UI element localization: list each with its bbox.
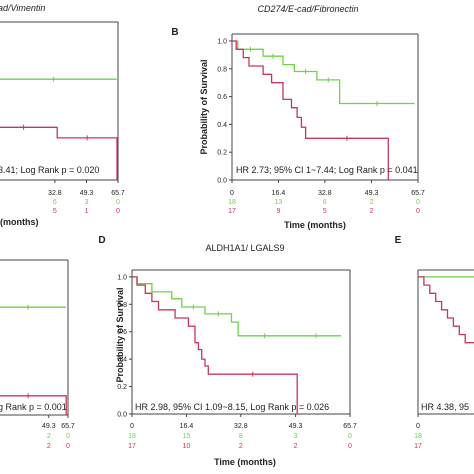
panel-title: ALDH1A1/ LGALS9 [205, 243, 284, 253]
x-tick-label: 49.3 [80, 190, 94, 197]
risk-count: 17 [128, 443, 136, 450]
survival-curve-red [132, 276, 298, 414]
survival-curve-red [418, 276, 474, 344]
risk-count: 2 [294, 443, 298, 450]
km-panel-e: 0 18 17 E HR 4.38, 95 [395, 235, 474, 450]
y-tick-label: 1.0 [117, 274, 127, 281]
x-tick-label: 65.7 [111, 190, 125, 197]
x-tick-label: 32.8 [318, 190, 332, 197]
risk-count: 17 [228, 208, 236, 215]
panel-letter: D [98, 235, 105, 246]
risk-count: 1 [85, 208, 89, 215]
panel-title: CD274/E-cad/Fibronectin [257, 4, 358, 14]
x-tick-label: 49.3 [289, 423, 303, 430]
survival-curve-red [0, 126, 118, 180]
survival-curve-red [232, 40, 389, 180]
km-panel-c: 49.3 65.7 2 0 2 0 g Rank p = 0.001 [0, 259, 75, 450]
risk-count: 2 [370, 208, 374, 215]
y-tick-label: 1.0 [217, 38, 227, 45]
risk-count: 3 [85, 199, 89, 206]
risk-count: 13 [275, 199, 283, 206]
risk-count: 5 [323, 208, 327, 215]
risk-count: 6 [53, 199, 57, 206]
risk-count: 2 [47, 433, 51, 440]
x-axis-label: Time (months) [214, 457, 276, 467]
km-panel-b: 0.0 0.2 0.4 0.6 0.8 1.0 0 16.4 32.8 49.3 65.7 18 13 6… [171, 4, 425, 230]
y-tick-label: 0.4 [117, 357, 127, 364]
x-tick-label: 65.7 [343, 423, 357, 430]
y-tick-label: 0.8 [117, 302, 127, 309]
risk-count: 2 [47, 443, 51, 450]
risk-count: 0 [348, 443, 352, 450]
x-tick-label: 65.7 [411, 190, 425, 197]
y-axis-label: Probability of Survival [115, 287, 125, 382]
hr-annotation: HR 2.98, 95% CI 1.09~8.15, Log Rank p = … [135, 402, 329, 412]
y-tick-label: 0.6 [217, 94, 227, 101]
x-tick-label: 32.8 [48, 190, 62, 197]
y-tick-label: 0.6 [117, 329, 127, 336]
risk-count: 5 [53, 208, 57, 215]
x-tick-label: 0 [130, 423, 134, 430]
risk-count: 3 [294, 433, 298, 440]
x-tick-label: 65.7 [61, 423, 75, 430]
y-tick-label: 0.2 [117, 384, 127, 391]
x-tick-label: 16.4 [180, 423, 194, 430]
x-axis-label: (months) [0, 217, 39, 227]
risk-count: 6 [323, 199, 327, 206]
x-tick-label: 49.3 [365, 190, 379, 197]
panel-letter: E [395, 235, 402, 246]
km-panel-a: 32.8 49.3 65.76 3 05 1 0ad/Vimentin(months)3.4… [0, 3, 125, 227]
risk-count: 10 [183, 443, 191, 450]
risk-count: 0 [348, 433, 352, 440]
risk-count: 15 [183, 433, 191, 440]
risk-count: 0 [66, 433, 70, 440]
km-panel-d: 0.0 0.2 0.4 0.6 0.8 1.0 0 16.4 32.8 49.3 65.7 18 15 8… [98, 235, 357, 467]
hr-annotation: HR 4.38, 95 [421, 402, 469, 412]
x-tick-label: 0 [416, 423, 420, 430]
risk-count: 18 [414, 433, 422, 440]
y-tick-label: 0.2 [217, 150, 227, 157]
risk-count: 0 [116, 199, 120, 206]
survival-curve-green [132, 276, 341, 337]
x-axis-label: Time (months) [284, 220, 346, 230]
y-axis-label: Probability of Survival [199, 59, 209, 154]
y-tick-label: 0.8 [217, 66, 227, 73]
risk-count: 18 [228, 199, 236, 206]
hr-annotation: g Rank p = 0.001 [0, 402, 67, 412]
risk-count: 0 [416, 199, 420, 206]
risk-count: 0 [116, 208, 120, 215]
risk-count: 2 [239, 443, 243, 450]
risk-count: 8 [239, 433, 243, 440]
risk-count: 0 [66, 443, 70, 450]
risk-count: 17 [414, 443, 422, 450]
x-tick-label: 0 [230, 190, 234, 197]
x-tick-label: 16.4 [272, 190, 286, 197]
hr-annotation: 3.41; Log Rank p = 0.020 [0, 165, 99, 175]
hr-annotation: HR 2.73; 95% CI 1~7.44; Log Rank p = 0.0… [236, 165, 418, 175]
risk-count: 18 [128, 433, 136, 440]
panel-title: ad/Vimentin [0, 3, 45, 13]
survival-curve-green [232, 40, 415, 105]
x-tick-label: 32.8 [234, 423, 248, 430]
survival-curve-red [0, 395, 67, 415]
risk-count: 9 [276, 208, 280, 215]
y-tick-label: 0.0 [217, 178, 227, 185]
x-tick-label: 49.3 [42, 423, 56, 430]
panel-letter: B [171, 27, 178, 38]
risk-count: 0 [416, 208, 420, 215]
y-tick-label: 0.4 [217, 122, 227, 129]
risk-count: 2 [370, 199, 374, 206]
y-tick-label: 0.0 [117, 412, 127, 419]
